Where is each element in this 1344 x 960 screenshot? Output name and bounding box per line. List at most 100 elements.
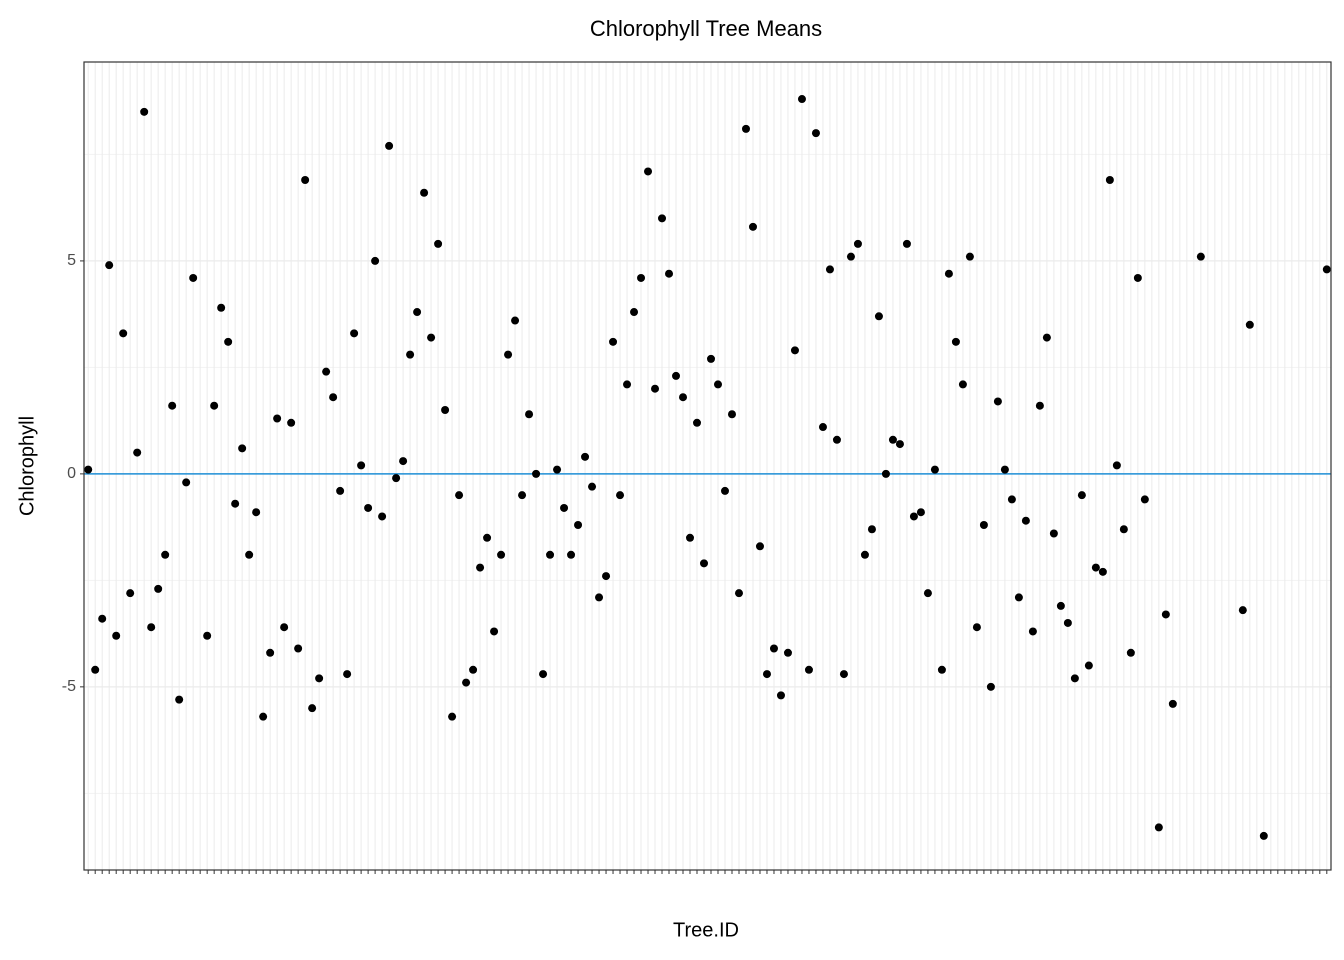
point <box>476 563 485 572</box>
point <box>343 670 352 679</box>
point <box>434 239 443 248</box>
point <box>532 469 541 478</box>
point <box>84 465 93 474</box>
point <box>539 670 548 679</box>
point <box>762 670 771 679</box>
point <box>1028 627 1037 636</box>
point <box>1245 320 1254 329</box>
point <box>441 405 450 414</box>
point <box>1007 495 1016 504</box>
point <box>140 107 149 116</box>
point <box>210 401 219 410</box>
point <box>1168 699 1177 708</box>
point <box>783 648 792 657</box>
point <box>958 380 967 389</box>
point <box>672 371 681 380</box>
point <box>112 631 121 640</box>
point <box>1322 265 1331 274</box>
point <box>623 380 632 389</box>
chart-title: Chlorophyll Tree Means <box>590 16 822 41</box>
point <box>776 691 785 700</box>
point <box>720 486 729 495</box>
point <box>1063 618 1072 627</box>
point <box>231 499 240 508</box>
point <box>252 508 261 517</box>
point <box>595 593 604 602</box>
point <box>280 623 289 632</box>
point <box>245 550 254 559</box>
point <box>462 678 471 687</box>
point <box>797 95 806 104</box>
point <box>1119 525 1128 534</box>
point <box>287 418 296 427</box>
point <box>1084 661 1093 670</box>
point <box>818 423 827 432</box>
point <box>1035 401 1044 410</box>
point <box>315 674 324 683</box>
point <box>1077 491 1086 500</box>
point <box>1014 593 1023 602</box>
point <box>1196 252 1205 261</box>
point <box>1238 606 1247 615</box>
point <box>182 478 191 487</box>
point <box>504 350 513 359</box>
point <box>322 367 331 376</box>
point <box>741 124 750 133</box>
point <box>560 503 569 512</box>
point <box>769 644 778 653</box>
point <box>881 469 890 478</box>
panel-border <box>83 61 1332 871</box>
point <box>581 452 590 461</box>
point <box>811 129 820 138</box>
point <box>637 273 646 282</box>
point <box>1021 516 1030 525</box>
point <box>1154 823 1163 832</box>
point <box>1049 529 1058 538</box>
point <box>385 141 394 150</box>
y-tick-label: -5 <box>62 678 76 695</box>
point <box>1070 674 1079 683</box>
point <box>846 252 855 261</box>
point <box>706 354 715 363</box>
point <box>175 695 184 704</box>
point <box>972 623 981 632</box>
point <box>1105 175 1114 184</box>
point <box>888 435 897 444</box>
point <box>686 533 695 542</box>
point <box>1098 567 1107 576</box>
point <box>161 550 170 559</box>
point <box>238 444 247 453</box>
point <box>91 665 100 674</box>
point <box>455 491 464 500</box>
point <box>574 520 583 529</box>
point <box>126 589 135 598</box>
point <box>693 418 702 427</box>
point <box>259 712 268 721</box>
y-axis-label: Chlorophyll <box>16 416 38 516</box>
point <box>147 623 156 632</box>
point <box>308 704 317 713</box>
point <box>336 486 345 495</box>
point <box>727 410 736 419</box>
point <box>406 350 415 359</box>
point <box>399 457 408 466</box>
point <box>874 312 883 321</box>
point <box>944 269 953 278</box>
point <box>567 550 576 559</box>
point <box>133 448 142 457</box>
point <box>734 589 743 598</box>
point <box>804 665 813 674</box>
point <box>790 346 799 355</box>
point <box>832 435 841 444</box>
point <box>986 682 995 691</box>
point <box>1112 461 1121 470</box>
point <box>993 397 1002 406</box>
point <box>755 542 764 551</box>
point <box>930 465 939 474</box>
point <box>1042 333 1051 342</box>
point <box>916 508 925 517</box>
point <box>350 329 359 338</box>
point <box>329 393 338 402</box>
point <box>168 401 177 410</box>
